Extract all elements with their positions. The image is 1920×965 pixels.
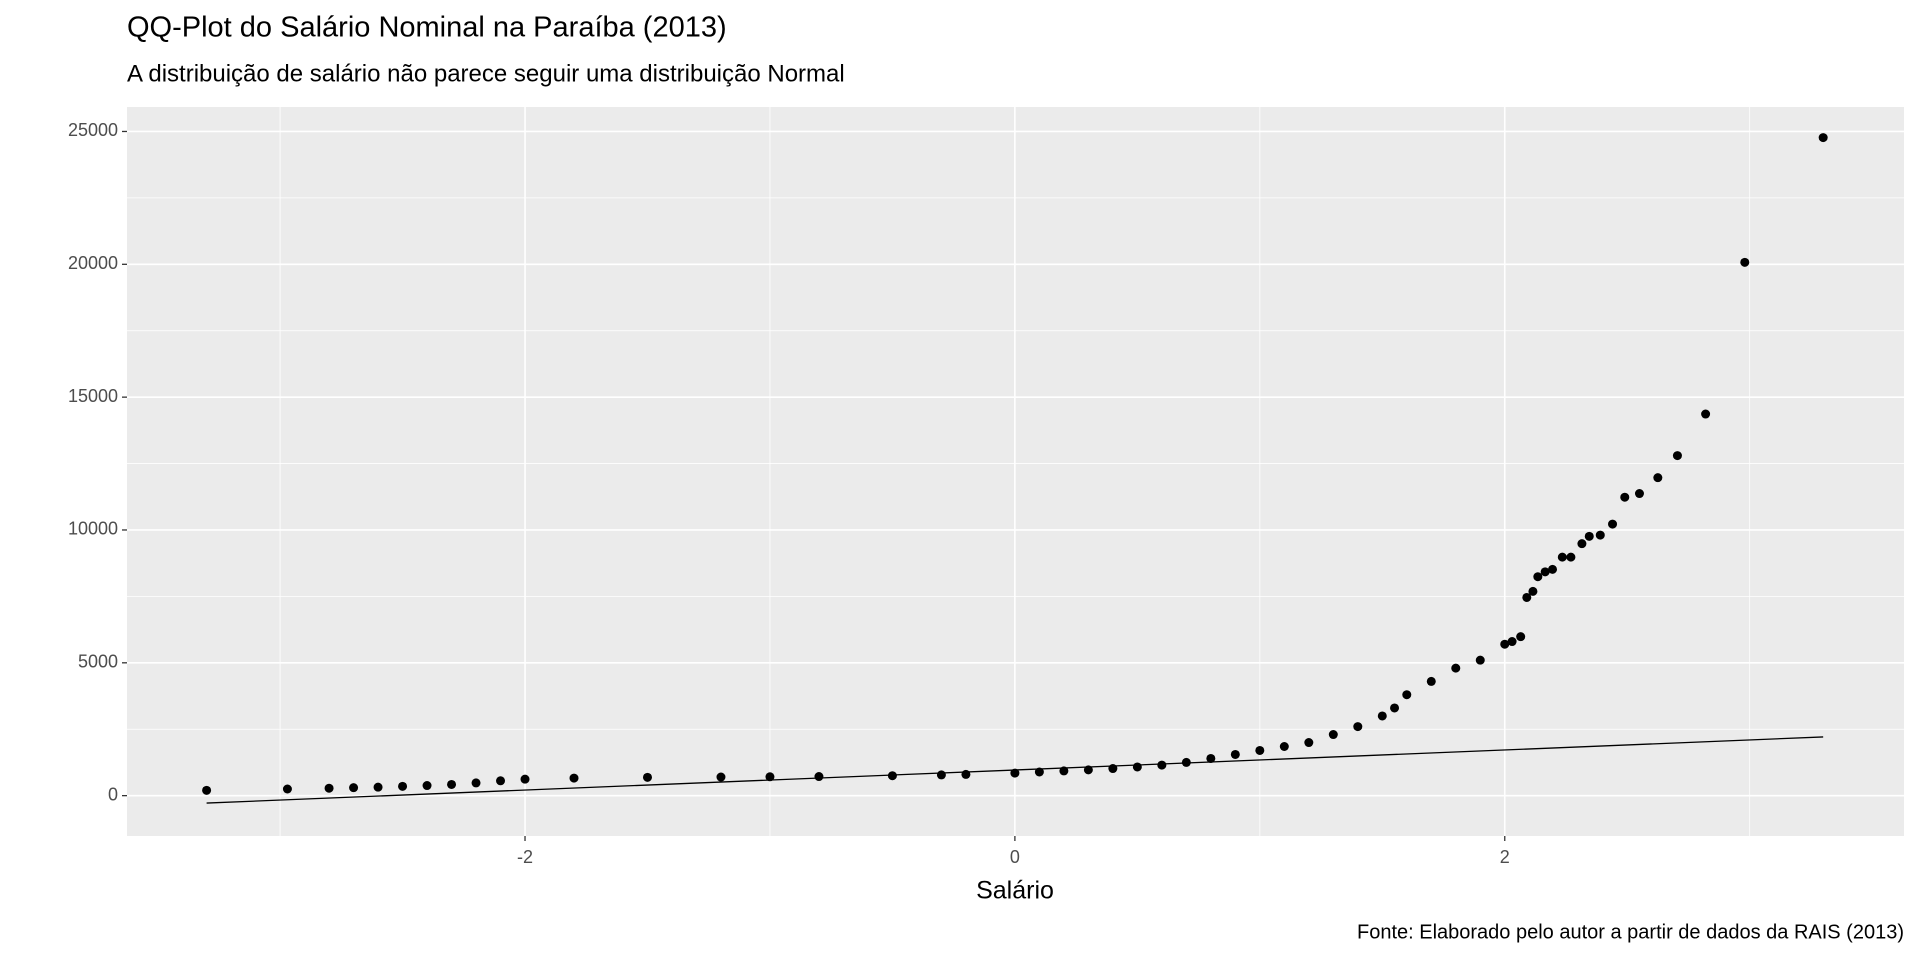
point: [1157, 760, 1167, 770]
point: [1577, 539, 1587, 549]
point: [1328, 730, 1338, 740]
point: [202, 785, 212, 795]
point: [471, 778, 481, 788]
point: [1255, 745, 1265, 755]
point: [936, 770, 946, 780]
point: [765, 772, 775, 782]
y-tick-label: 5000: [78, 652, 118, 672]
x-tick-label: 0: [1010, 847, 1020, 867]
point: [1475, 655, 1485, 665]
point: [496, 776, 506, 786]
point: [1740, 257, 1750, 267]
point: [282, 784, 292, 794]
point: [447, 779, 457, 789]
point: [1108, 764, 1118, 774]
point: [1566, 552, 1576, 562]
point: [887, 771, 897, 781]
point: [1672, 451, 1682, 461]
point: [398, 781, 408, 791]
point: [569, 773, 579, 783]
point: [349, 783, 359, 793]
point: [1206, 753, 1216, 763]
point: [961, 769, 971, 779]
point: [1390, 703, 1400, 713]
y-tick-label: 25000: [68, 120, 118, 140]
point: [814, 772, 824, 782]
point: [1516, 632, 1526, 642]
point: [1402, 690, 1412, 700]
point: [324, 783, 334, 793]
point: [1304, 738, 1314, 748]
point: [1230, 749, 1240, 759]
y-tick-label: 15000: [68, 386, 118, 406]
point: [1653, 473, 1663, 483]
point: [1083, 765, 1093, 775]
point: [1500, 639, 1510, 649]
point: [1353, 722, 1363, 732]
y-tick-label: 0: [108, 784, 118, 804]
point: [1034, 767, 1044, 777]
point: [520, 774, 530, 784]
point: [716, 772, 726, 782]
point: [422, 781, 432, 791]
point: [1557, 552, 1567, 562]
y-tick-label: 10000: [68, 519, 118, 539]
point: [1818, 133, 1828, 143]
point: [1279, 741, 1289, 751]
point: [1181, 757, 1191, 767]
point: [1533, 572, 1543, 582]
y-tick-label: 20000: [68, 253, 118, 273]
chart-subtitle: A distribuição de salário não parece seg…: [127, 60, 845, 87]
x-axis-title: Salário: [976, 877, 1054, 905]
point: [1540, 567, 1550, 577]
point: [373, 782, 383, 792]
point: [1132, 762, 1142, 772]
x-tick-label: -2: [517, 847, 533, 867]
point: [1634, 489, 1644, 499]
x-tick-label: 2: [1500, 847, 1510, 867]
point: [1528, 586, 1538, 596]
point: [1548, 564, 1558, 574]
point: [1377, 711, 1387, 721]
chart-title: QQ-Plot do Salário Nominal na Paraíba (2…: [127, 12, 727, 44]
point: [1701, 409, 1711, 419]
point: [1507, 637, 1517, 647]
point: [642, 772, 652, 782]
point: [1059, 766, 1069, 776]
point: [1584, 531, 1594, 541]
point: [1010, 768, 1020, 778]
point: [1426, 676, 1436, 686]
caption: Fonte: Elaborado pelo autor a partir de …: [1357, 921, 1904, 943]
point: [1620, 492, 1630, 502]
point: [1608, 519, 1618, 529]
point: [1522, 592, 1532, 602]
point: [1595, 530, 1605, 540]
point: [1451, 663, 1461, 673]
